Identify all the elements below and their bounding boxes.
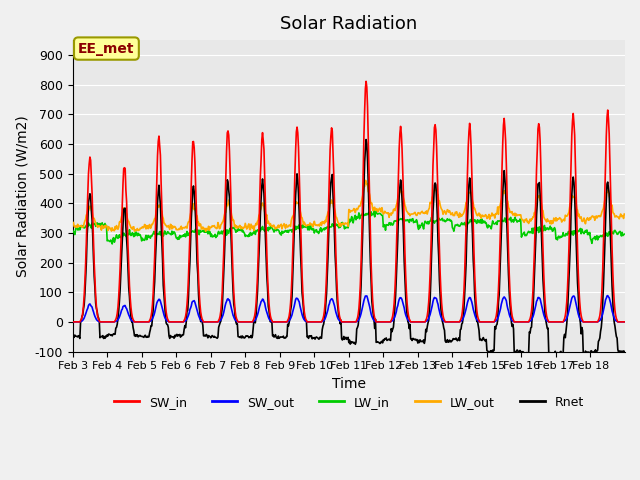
LW_in — [284, 228, 292, 233]
Rnet — [134, 332, 141, 338]
Rnet — [546, 352, 554, 358]
Rnet — [283, 334, 291, 339]
SW_in — [620, 319, 628, 325]
LW_in — [438, 216, 445, 222]
SW_out — [235, 319, 243, 325]
SW_out — [436, 312, 444, 317]
Rnet — [262, 253, 270, 259]
LW_out — [620, 211, 628, 217]
Rnet — [235, 334, 243, 340]
Rnet — [362, 137, 370, 143]
LW_in — [407, 217, 415, 223]
Title: Solar Radiation: Solar Radiation — [280, 15, 417, 33]
LW_out — [134, 226, 141, 231]
SW_in — [283, 319, 291, 325]
LW_out — [202, 228, 209, 234]
Line: LW_out: LW_out — [73, 180, 624, 231]
Line: LW_in: LW_in — [73, 209, 624, 244]
SW_out — [134, 319, 141, 325]
LW_in — [108, 241, 116, 247]
Rnet — [69, 334, 77, 339]
SW_out — [620, 319, 628, 325]
LW_out — [407, 212, 415, 217]
Rnet — [437, 306, 445, 312]
LW_out — [236, 223, 243, 228]
LW_in — [620, 231, 628, 237]
LW_in — [69, 228, 77, 233]
LW_out — [284, 224, 292, 230]
Line: SW_out: SW_out — [73, 296, 624, 322]
LW_out — [438, 206, 445, 212]
SW_out — [69, 319, 77, 325]
LW_out — [362, 178, 369, 183]
LW_out — [263, 212, 271, 218]
Line: SW_in: SW_in — [73, 81, 624, 322]
Text: EE_met: EE_met — [78, 42, 134, 56]
SW_in — [437, 288, 445, 294]
Rnet — [406, 322, 414, 327]
SW_in — [69, 319, 77, 325]
SW_in — [362, 78, 370, 84]
Line: Rnet: Rnet — [73, 140, 624, 355]
X-axis label: Time: Time — [332, 377, 366, 391]
SW_out — [604, 293, 612, 299]
SW_out — [405, 318, 413, 324]
SW_in — [406, 318, 414, 324]
LW_out — [69, 221, 77, 227]
LW_in — [236, 227, 243, 233]
Rnet — [620, 348, 628, 354]
SW_in — [235, 319, 243, 325]
Legend: SW_in, SW_out, LW_in, LW_out, Rnet: SW_in, SW_out, LW_in, LW_out, Rnet — [109, 391, 589, 414]
SW_in — [134, 319, 141, 325]
SW_out — [283, 319, 291, 325]
SW_out — [262, 307, 270, 313]
SW_in — [262, 227, 270, 232]
Y-axis label: Solar Radiation (W/m2): Solar Radiation (W/m2) — [15, 115, 29, 276]
LW_in — [134, 230, 142, 236]
LW_in — [372, 206, 380, 212]
LW_in — [263, 225, 271, 231]
